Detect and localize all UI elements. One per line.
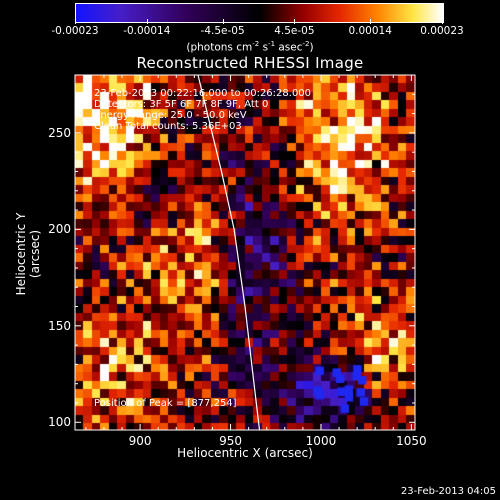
colorbar-tick-mark (370, 19, 372, 24)
colorbar-gradient (75, 3, 444, 23)
colorbar-tick-label: -4.5e-05 (200, 25, 245, 37)
colorbar-tick-label: 4.5e-05 (274, 25, 315, 37)
info-detectors: Detectors: 3F 5F 6F 7F 8F 9F, Att 0 (94, 99, 269, 110)
solar-limb-curve (197, 74, 261, 431)
y-tick-label: 200 (48, 222, 71, 237)
y-tick-label: 250 (48, 125, 71, 140)
colorbar-tick-label: -0.00023 (51, 25, 99, 37)
x-tick-label: 1000 (305, 434, 337, 448)
y-axis-label: Heliocentric Y (arcsec) (14, 212, 42, 296)
colorbar-tick-label: 0.00023 (420, 25, 464, 37)
colorbar-tick-label: 0.00014 (348, 25, 392, 37)
x-axis-label: Heliocentric X (arcsec) (177, 446, 313, 460)
colorbar-tick-mark (442, 19, 443, 24)
colorbar-tick-mark (146, 19, 148, 24)
colorbar-tick-mark (222, 19, 224, 24)
chart-title: Reconstructed RHESSI Image (136, 54, 364, 72)
peak-position-label: Position of Peak = [877,254] (94, 398, 237, 409)
x-tick-label: 900 (128, 434, 152, 448)
info-energy-range: Energy Range: 25.0 - 50.0 keV (94, 110, 247, 121)
info-total-counts: Clean Total counts: 5.36E+03 (94, 121, 242, 132)
generation-date: 23-Feb-2013 04:05 (400, 486, 496, 497)
y-tick-label: 150 (48, 318, 71, 333)
rhessi-image-heatmap (75, 75, 415, 430)
plot-frame (74, 74, 416, 431)
colorbar-tick-mark (75, 19, 76, 24)
y-tick-label: 100 (48, 415, 71, 430)
info-time-range: 23-Feb-2013 00:22:16.000 to 00:26:28.000 (94, 88, 312, 99)
colorbar-units: (photons cm-2 s-1 asec-2) (186, 40, 314, 54)
x-tick-label: 1050 (396, 434, 427, 448)
colorbar-tick-label: -0.00014 (123, 25, 171, 37)
x-tick-label: 950 (219, 434, 242, 448)
colorbar-tick-mark (294, 19, 296, 24)
